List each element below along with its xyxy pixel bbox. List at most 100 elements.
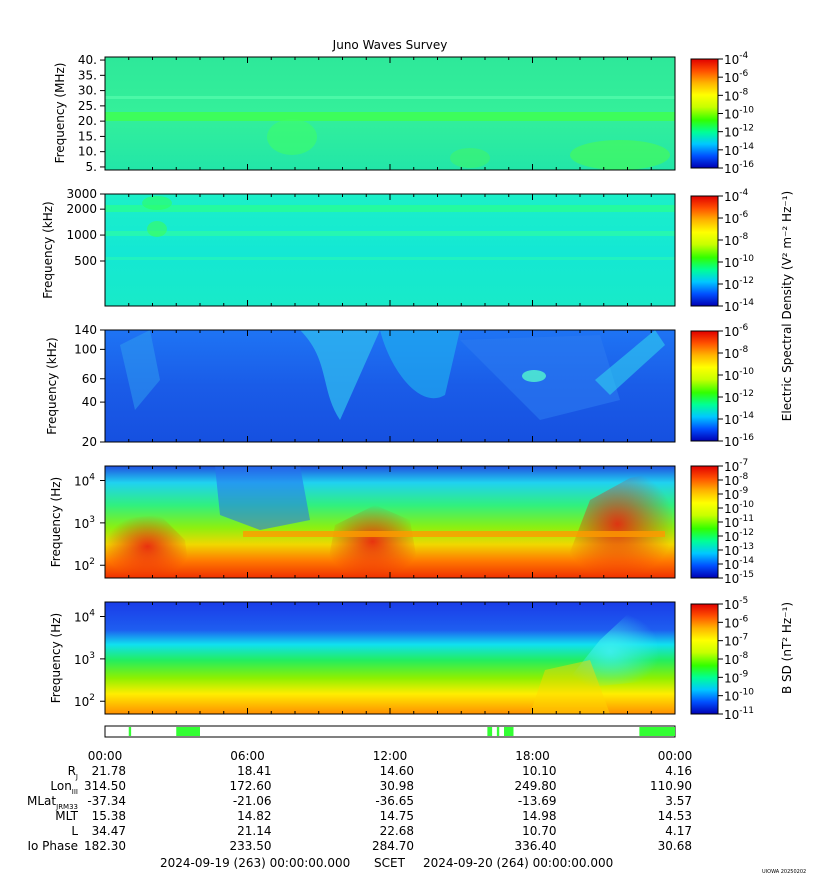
colorbar-mf-scale: [690, 195, 719, 307]
e-band: [243, 531, 665, 537]
ephemeris-value: 22.68: [380, 824, 414, 838]
mode-bar-segment: [128, 727, 132, 736]
colorbar-tick-label: 10-13: [724, 542, 754, 558]
panel-e-lowfreq: 104 103 102 Frequency (Hz): [49, 465, 676, 579]
colorbar-tick-label: 10-16: [724, 160, 754, 176]
ephemeris-row-label: MLT: [55, 809, 78, 823]
ephemeris-value: 172.60: [230, 779, 272, 793]
ephemeris-row-label: RJ: [68, 764, 78, 781]
ephemeris-value: -36.65: [375, 794, 414, 808]
ephemeris-value: 15.38: [92, 809, 126, 823]
band-500khz: [105, 257, 675, 260]
colorbar-tick-label: 10-11: [724, 514, 754, 530]
panel-b-lowfreq: 104 103 102 Frequency (Hz): [49, 601, 676, 715]
ephemeris-row-label: LonIII: [50, 779, 78, 796]
mode-bar-segment: [176, 727, 200, 736]
footer-credit: UIOWA 20250202: [762, 869, 806, 875]
ephemeris-value: 110.90: [650, 779, 692, 793]
y-tick-label: 20.: [78, 114, 97, 128]
y-tick-label: 140: [74, 323, 97, 337]
y-tick-label: 25.: [78, 99, 97, 113]
colorbar-label-magnetic: B SD (nT² Hz⁻¹): [780, 602, 794, 694]
ylabel-e-lowfreq: Frequency (Hz): [49, 477, 63, 568]
ephemeris-table: RJ 21.78 18.41 14.60 10.10 4.16 LonIII 314.50 17…: [27, 764, 692, 853]
colorbar-tick-label: 10-6: [724, 210, 749, 226]
mf-patch: [142, 196, 172, 210]
ylabel-lf: Frequency (kHz): [45, 337, 59, 434]
ephemeris-value: 14.53: [658, 809, 692, 823]
mode-bar-segment: [504, 727, 514, 736]
ephemeris-value: 34.47: [92, 824, 126, 838]
ephemeris-value: 249.80: [515, 779, 557, 793]
colorbar-label-electric: Electric Spectral Density (V² m⁻² Hz⁻¹): [780, 191, 794, 421]
b-emission: [560, 612, 660, 690]
colorbar-tick-label: 10-10: [724, 500, 754, 516]
colorbar-tick-label: 10-6: [724, 614, 749, 630]
x-tick-label: 18:00: [515, 749, 550, 763]
y-tick-label: 100: [74, 342, 97, 356]
e-top-blue: [215, 466, 310, 530]
lf-emission: [120, 330, 160, 410]
colorbar-tick-label: 10-12: [724, 389, 754, 405]
y-ticks-e-lowfreq: 104 103 102: [74, 473, 105, 573]
ephemeris-value: 4.17: [665, 824, 692, 838]
colorbar-tick-label: 10-5: [724, 596, 748, 612]
ephemeris-value: -37.34: [87, 794, 126, 808]
ephemeris-value: 14.98: [522, 809, 556, 823]
y-tick-label: 103: [74, 651, 95, 667]
mode-bar-segment: [496, 727, 500, 736]
y-tick-label: 104: [74, 609, 95, 625]
ephemeris-row-label: L: [71, 824, 78, 838]
colorbar-tick-label: 10-15: [724, 570, 754, 586]
ephemeris-row-label: MLatJRM33: [27, 794, 78, 811]
ephemeris-value: 10.10: [522, 764, 556, 778]
ephemeris-row-label: Io Phase: [27, 839, 78, 853]
y-tick-label: 500: [74, 254, 97, 268]
colorbar-tick-label: 10-14: [724, 556, 754, 572]
colorbar-tick-label: 10-9: [724, 486, 749, 502]
e-emission: [105, 515, 190, 578]
colorbar-tick-label: 10-12: [724, 528, 754, 544]
mf-patch: [147, 221, 167, 237]
colorbar-tick-label: 10-10: [724, 254, 754, 270]
ephemeris-value: 336.40: [515, 839, 557, 853]
colorbar-tick-label: 10-8: [724, 232, 749, 248]
colorbar-hf: [690, 58, 719, 169]
y-tick-label: 1000: [66, 228, 97, 242]
ephemeris-value: 284.70: [372, 839, 414, 853]
colorbar-tick-label: 10-8: [724, 87, 749, 103]
ephemeris-value: 14.60: [380, 764, 414, 778]
ylabel-b-lowfreq: Frequency (Hz): [49, 613, 63, 704]
y-tick-label: 30.: [78, 84, 97, 98]
y-tick-label: 3000: [66, 187, 97, 201]
band-1000khz: [105, 231, 675, 236]
y-ticks-hf: 40.35. 30.25.20.15. 10.5.: [78, 53, 105, 174]
y-tick-label: 102: [74, 693, 95, 709]
hf-patch: [267, 119, 317, 155]
x-tick-label: 06:00: [230, 749, 265, 763]
colorbar-tick-label: 10-14: [724, 142, 754, 158]
colorbar-tick-label: 10-10: [724, 106, 754, 122]
colorbar-tick-label: 10-8: [724, 345, 749, 361]
ephemeris-value: 3.57: [665, 794, 692, 808]
colorbar-tick-label: 10-14: [724, 411, 754, 427]
mode-bar-segment: [487, 727, 493, 736]
colorbar-tick-label: 10-16: [724, 433, 754, 449]
colorbar-tick-label: 10-4: [724, 188, 749, 204]
y-tick-label: 60: [82, 372, 97, 386]
colorbar-tick-label: 10-14: [724, 298, 754, 314]
chart-title: Juno Waves Survey: [332, 38, 448, 52]
y-tick-label: 10.: [78, 145, 97, 159]
colorbar-b-lowfreq-scale: [690, 603, 719, 715]
colorbar-lf: [690, 330, 719, 442]
colorbar-tick-label: 10-12: [724, 124, 754, 140]
ephemeris-value: 30.98: [380, 779, 414, 793]
ephemeris-value: 21.14: [237, 824, 271, 838]
colorbar-e-lowfreq-scale: [690, 465, 719, 579]
ephemeris-value: 10.70: [522, 824, 556, 838]
hf-patch: [570, 140, 670, 170]
y-ticks-lf: 140 100 60 40 20: [74, 323, 105, 449]
heatmap-mf: [105, 194, 675, 306]
